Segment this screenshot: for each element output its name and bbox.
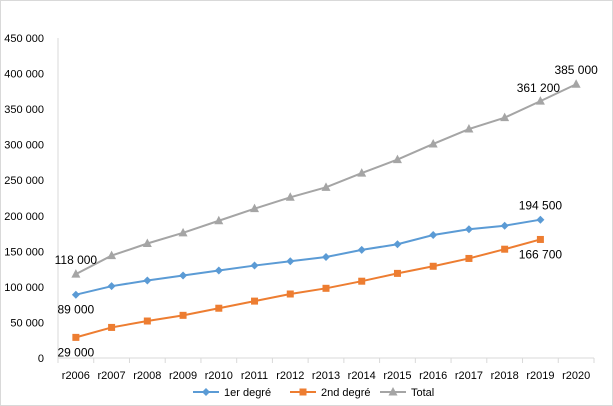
legend-label-premier-degre: 1er degré [224, 387, 271, 399]
data-point-total [535, 96, 545, 105]
data-point-premier-degre [393, 240, 402, 249]
x-tick-label: r2015 [383, 370, 411, 382]
y-tick-label: 200 000 [4, 211, 44, 223]
data-point-second-degre [179, 311, 187, 319]
data-point-second-degre [393, 269, 401, 277]
data-point-total [321, 182, 331, 191]
x-tick-label: r2009 [169, 370, 197, 382]
data-point-premier-degre [286, 257, 295, 266]
data-point-total [428, 138, 438, 148]
x-tick-label: r2016 [419, 370, 447, 382]
x-tick-label: r2014 [348, 370, 376, 382]
data-point-premier-degre [429, 230, 438, 239]
legend-marker-second-degre [299, 388, 307, 396]
data-point-total [178, 227, 188, 237]
data-point-second-degre [322, 284, 330, 292]
data-label: 361 200 [517, 81, 561, 95]
data-point-premier-degre [500, 221, 509, 230]
x-tick-label: r2010 [205, 370, 233, 382]
x-tick-label: r2020 [562, 370, 590, 382]
data-point-second-degre [501, 245, 509, 253]
data-point-premier-degre [71, 290, 80, 299]
data-label: 118 000 [55, 253, 98, 267]
data-point-second-degre [251, 297, 259, 305]
data-label: 29 000 [58, 345, 95, 359]
data-point-total [107, 250, 117, 260]
y-tick-label: 100 000 [4, 282, 44, 294]
data-point-total [71, 269, 81, 278]
data-point-premier-degre [536, 215, 545, 224]
data-point-second-degre [108, 323, 116, 331]
data-point-total [285, 192, 295, 201]
series-line-second-degre [75, 238, 541, 339]
data-point-premier-degre [107, 282, 116, 291]
data-point-total [214, 215, 224, 225]
data-label: 385 000 [554, 63, 598, 77]
legend-label-total: Total [411, 387, 434, 399]
data-point-total [571, 79, 581, 88]
data-point-total [250, 203, 260, 213]
x-tick-label: r2017 [455, 370, 483, 382]
x-tick-label: r2012 [276, 370, 304, 382]
data-point-premier-degre [143, 276, 152, 285]
x-tick-label: r2008 [133, 370, 161, 382]
y-tick-label: 250 000 [4, 175, 44, 187]
data-point-second-degre [215, 304, 223, 312]
x-tick-label: r2013 [312, 370, 340, 382]
legend-marker-premier-degre [202, 388, 210, 396]
series-line-premier-degre [75, 218, 541, 296]
legend-marker-total [388, 387, 398, 396]
data-point-premier-degre [322, 253, 330, 262]
data-point-second-degre [143, 317, 151, 325]
data-point-second-degre [72, 333, 80, 341]
x-tick-label: r2011 [241, 370, 268, 382]
data-label: 89 000 [58, 303, 95, 317]
y-tick-label: 150 000 [4, 246, 44, 258]
legend-label-second-degre: 2nd degré [321, 387, 371, 399]
x-tick-label: r2006 [62, 370, 90, 382]
y-tick-label: 0 [38, 353, 44, 365]
data-label: 166 700 [519, 247, 563, 261]
x-tick-label: r2007 [98, 370, 126, 382]
data-point-second-degre [429, 262, 437, 270]
data-point-total [142, 238, 152, 248]
data-point-premier-degre [250, 261, 259, 270]
data-point-premier-degre [179, 271, 188, 280]
data-point-second-degre [465, 254, 473, 262]
x-tick-label: r2018 [491, 370, 519, 382]
x-tick-label: r2019 [526, 370, 554, 382]
data-point-premier-degre [464, 225, 473, 234]
data-point-premier-degre [357, 245, 366, 254]
y-tick-label: 300 000 [4, 140, 44, 152]
data-point-second-degre [536, 235, 544, 243]
data-point-second-degre [286, 290, 294, 298]
data-point-total [357, 168, 367, 177]
data-point-total [500, 112, 510, 122]
y-tick-label: 50 000 [10, 317, 44, 329]
data-point-total [392, 154, 402, 164]
data-label: 194 500 [519, 199, 563, 213]
y-tick-label: 450 000 [4, 33, 44, 45]
data-point-second-degre [358, 277, 366, 285]
data-point-total [464, 124, 474, 133]
data-point-premier-degre [214, 266, 223, 275]
y-tick-label: 350 000 [4, 104, 44, 116]
y-tick-label: 400 000 [4, 69, 44, 81]
